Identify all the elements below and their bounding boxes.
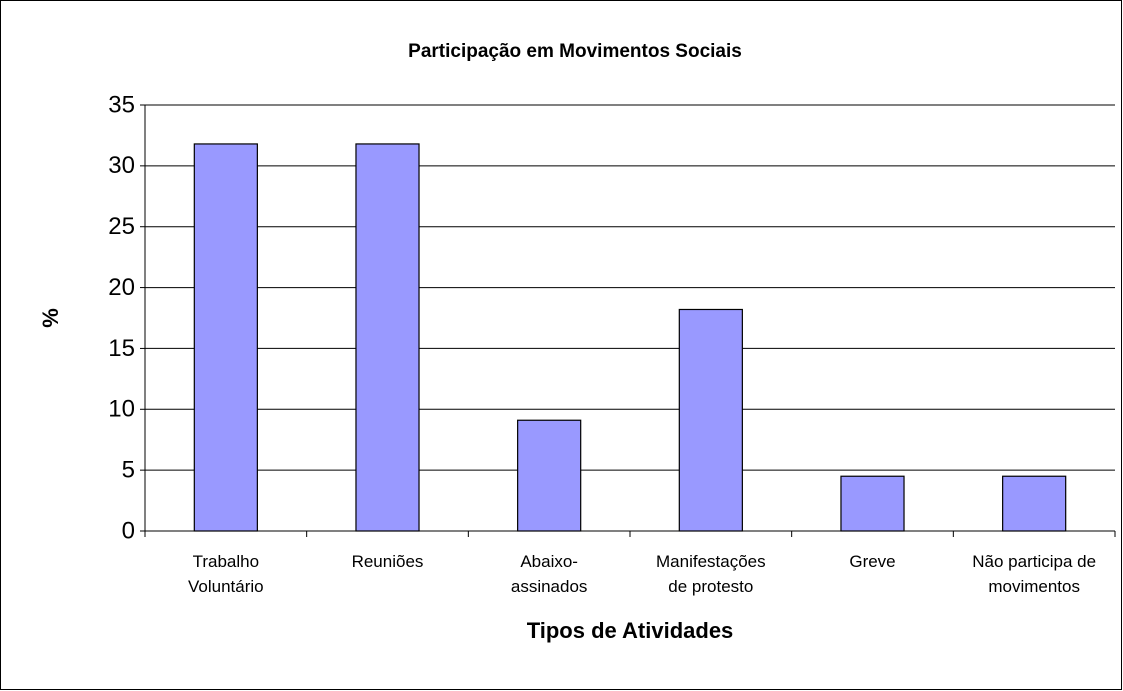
y-axis-title: % bbox=[38, 308, 63, 328]
y-tick-label: 30 bbox=[108, 152, 135, 179]
bar bbox=[678, 308, 743, 532]
x-tick-label: Manifestações de protesto bbox=[656, 552, 766, 596]
y-tick-label: 25 bbox=[108, 213, 135, 240]
x-tick-label: Abaixo-assinados bbox=[510, 552, 588, 596]
chart-title: Participação em Movimentos Sociais bbox=[408, 41, 742, 62]
x-axis-title: Tipos de Atividades bbox=[527, 618, 734, 643]
bar bbox=[1002, 475, 1067, 532]
bar bbox=[840, 475, 905, 532]
x-tick-label: Reuniões bbox=[351, 552, 424, 571]
bar bbox=[355, 143, 420, 532]
y-tick-label: 5 bbox=[122, 456, 135, 483]
x-tick-label: Greve bbox=[849, 552, 896, 571]
bar bbox=[517, 419, 582, 532]
y-tick-label: 15 bbox=[108, 335, 135, 362]
x-tick-label: Trabalho Voluntário bbox=[188, 552, 264, 596]
bar bbox=[193, 143, 258, 532]
y-tick-label: 10 bbox=[108, 396, 135, 423]
y-tick-label: 0 bbox=[122, 517, 135, 544]
x-tick-label: Não participa de movimentos bbox=[972, 552, 1097, 596]
y-tick-label: 35 bbox=[108, 91, 135, 118]
y-tick-label: 20 bbox=[108, 274, 135, 301]
